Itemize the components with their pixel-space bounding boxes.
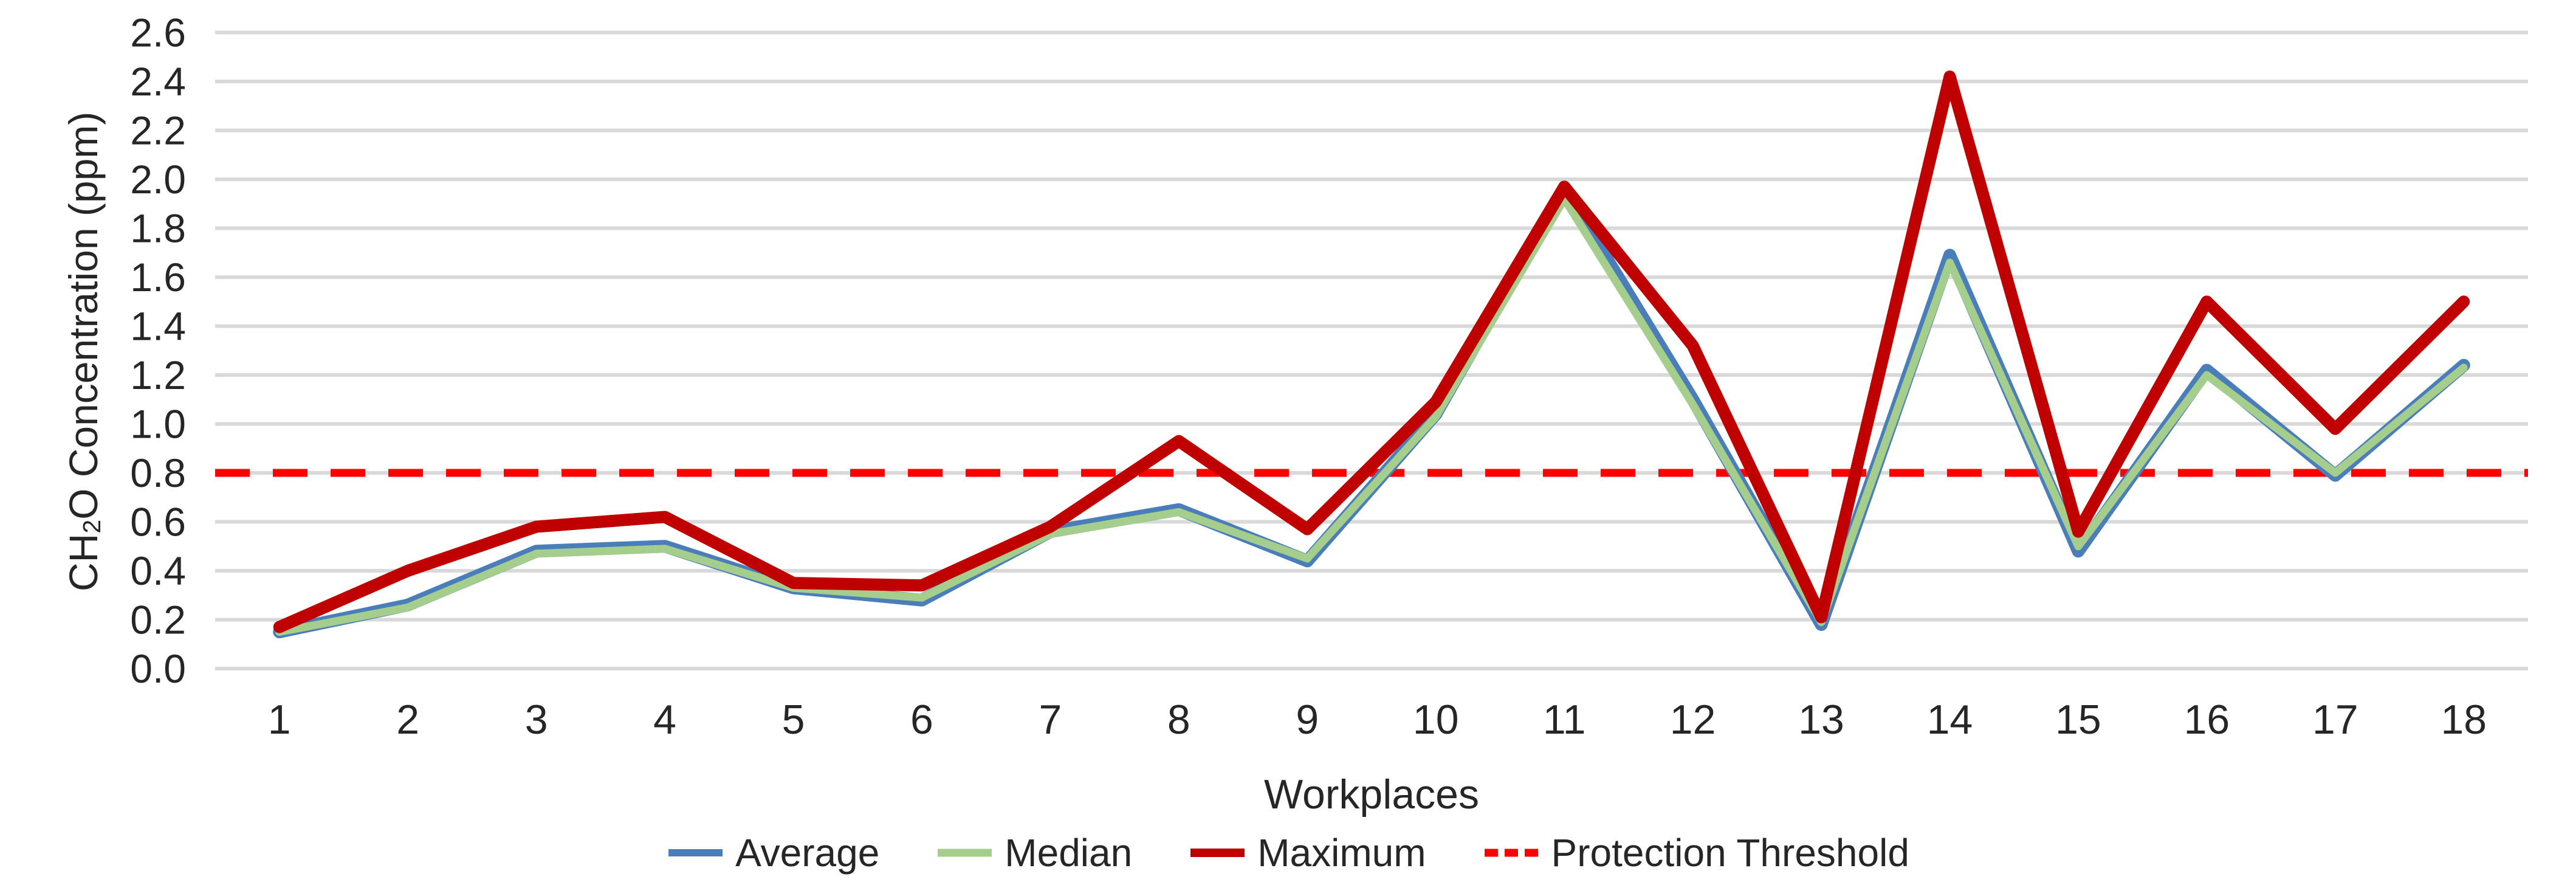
x-tick-label: 1: [268, 697, 291, 743]
y-tick-label: 0.6: [130, 500, 186, 545]
y-tick-label: 1.0: [130, 402, 186, 447]
y-axis-title: CH2O Concentration (ppm): [38, 32, 129, 670]
x-tick-label: 7: [1039, 697, 1062, 743]
series-line-average: [273, 182, 2470, 639]
average-line-icon: [668, 849, 723, 856]
y-tick-label: 1.6: [130, 255, 186, 300]
x-tick-label: 15: [2055, 697, 2101, 743]
x-tick-label: 8: [1167, 697, 1190, 743]
legend-label-average: Average: [735, 831, 880, 875]
threshold-dashed-line-icon: [1484, 849, 1539, 857]
x-tick-label: 9: [1296, 697, 1319, 743]
series-line-median: [275, 195, 2468, 636]
x-tick-label: 12: [1670, 697, 1716, 743]
legend-item-maximum: Maximum: [1189, 830, 1426, 875]
legend-item-average: Average: [667, 830, 879, 875]
y-tick-label: 0.0: [130, 646, 186, 691]
x-tick-label: 11: [1543, 697, 1586, 743]
maximum-line-icon: [1190, 849, 1245, 857]
y-tick-label: 0.4: [130, 548, 186, 593]
x-tick-label: 3: [525, 697, 548, 743]
x-tick-label: 17: [2312, 697, 2358, 743]
x-tick-label: 13: [1798, 697, 1844, 743]
y-tick-label: 2.2: [130, 108, 186, 153]
x-tick-label: 10: [1413, 697, 1459, 743]
legend-item-protection-threshold: Protection Threshold: [1483, 830, 1909, 875]
y-tick-label: 1.4: [130, 304, 186, 349]
median-line-icon: [938, 849, 992, 857]
y-tick-label: 0.2: [130, 597, 186, 642]
x-tick-label: 18: [2440, 697, 2487, 743]
x-tick-label: 6: [910, 697, 933, 743]
legend-label-median: Median: [1005, 831, 1133, 875]
legend-label-maximum: Maximum: [1257, 831, 1426, 875]
x-tick-label: 5: [782, 697, 805, 743]
y-tick-label: 2.4: [130, 59, 186, 104]
legend-item-median: Median: [936, 830, 1132, 875]
legend-label-protection-threshold: Protection Threshold: [1551, 831, 1909, 875]
y-tick-label: 2.0: [130, 157, 186, 202]
y-axis-title-text: CH2O Concentration (ppm): [60, 111, 106, 591]
legend: Average Median Maximum Protection Thresh…: [0, 825, 2576, 880]
series-line-maximum: [273, 70, 2470, 633]
y-tick-label: 1.2: [130, 353, 186, 398]
x-tick-label: 14: [1927, 697, 1973, 743]
x-tick-label: 2: [396, 697, 419, 743]
x-tick-label: 16: [2184, 697, 2230, 743]
y-tick-label: 0.8: [130, 450, 186, 495]
x-axis-title: Workplaces: [1264, 771, 1479, 818]
x-tick-label: 4: [653, 697, 676, 743]
y-tick-label: 1.8: [130, 206, 186, 251]
y-tick-label: 2.6: [130, 10, 186, 55]
